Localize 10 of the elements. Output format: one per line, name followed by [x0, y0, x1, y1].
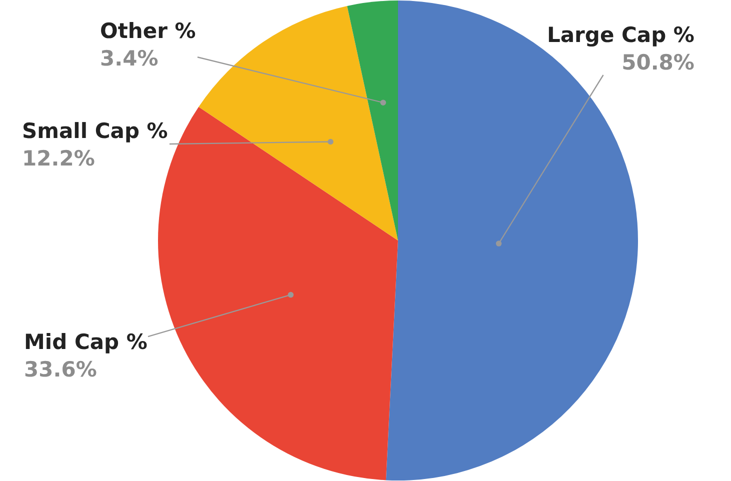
data-label: 12.2% [22, 146, 95, 170]
data-label: 33.6% [24, 357, 97, 382]
pie-slice [347, 0, 398, 240]
data-label: 3.4% [100, 46, 158, 70]
slice-label: Other % [100, 19, 196, 43]
pie-slice [198, 6, 398, 240]
slice-label: Large Cap % [547, 23, 694, 47]
data-label: 50.8% [622, 50, 694, 74]
slice-label: Mid Cap % [24, 330, 148, 354]
slice-label: Small Cap % [22, 119, 168, 143]
